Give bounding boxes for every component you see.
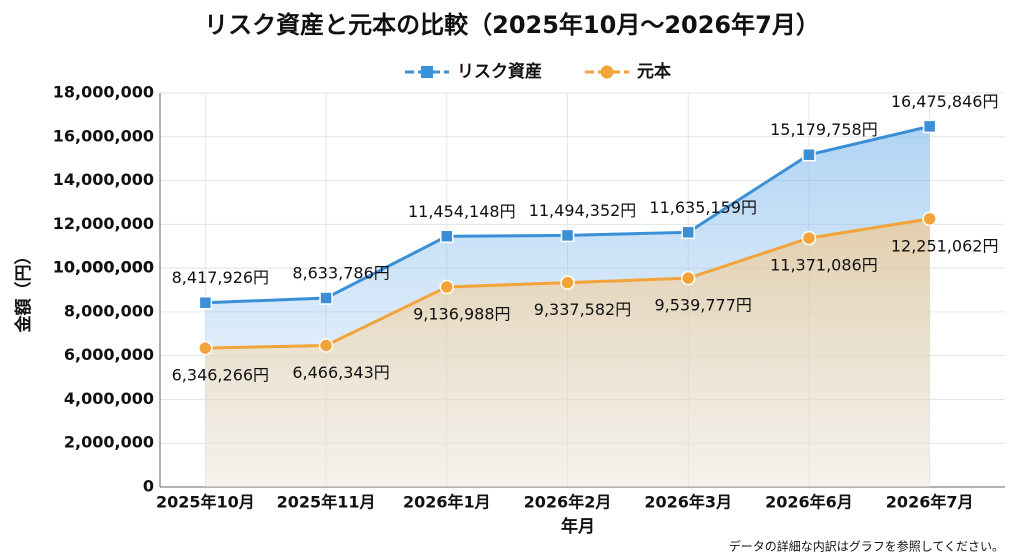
x-tick-label: 2025年10月 <box>156 493 255 512</box>
legend-label: 元本 <box>637 61 671 82</box>
data-label: 11,635,159円 <box>649 198 757 217</box>
legend-marker <box>600 65 614 79</box>
marker <box>198 340 213 356</box>
data-label: 12,251,062円 <box>891 236 999 255</box>
area <box>205 218 930 487</box>
marker <box>319 291 333 305</box>
marker <box>560 275 575 290</box>
data-label: 6,346,266円 <box>172 366 269 385</box>
legend-marker <box>421 66 433 78</box>
data-label: 11,454,148円 <box>408 202 516 221</box>
y-tick-label: 10,000,000 <box>53 258 154 277</box>
marker <box>802 147 816 162</box>
marker <box>440 229 454 244</box>
data-label: 8,633,786円 <box>292 264 389 283</box>
marker <box>680 270 696 286</box>
footnote: データの詳細な内訳はグラフを参照してください。 <box>729 539 1004 554</box>
legend-label: リスク資産 <box>457 61 542 82</box>
marker <box>801 230 817 246</box>
data-label: 11,371,086円 <box>770 256 878 275</box>
data-label: 16,475,846円 <box>891 92 999 111</box>
y-tick-label: 0 <box>143 477 154 496</box>
marker <box>198 295 213 310</box>
data-label: 15,179,758円 <box>770 120 878 139</box>
x-tick-label: 2026年7月 <box>886 493 974 512</box>
marker <box>922 211 937 227</box>
marker <box>922 119 937 134</box>
x-tick-label: 2025年11月 <box>277 493 376 512</box>
chart-title: リスク資産と元本の比較（2025年10月～2026年7月） <box>204 11 820 39</box>
x-tick-label: 2026年2月 <box>524 493 612 512</box>
y-tick-label: 10,000,000 <box>53 258 154 277</box>
y-tick-label: 12,000,000 <box>53 214 154 233</box>
y-axis-label: 金額（円） <box>13 248 34 334</box>
y-tick-label: 2,000,000 <box>64 433 154 452</box>
x-tick-label: 2026年1月 <box>403 493 491 512</box>
data-label: 6,466,343円 <box>292 363 389 382</box>
x-tick-label: 2026年3月 <box>644 493 732 512</box>
marker <box>681 225 695 240</box>
y-tick-label: 14,000,000 <box>53 170 154 189</box>
y-tick-label: 8,000,000 <box>64 301 154 320</box>
data-label: 9,539,777円 <box>654 296 751 315</box>
x-axis-label: 年月 <box>561 516 595 537</box>
data-label: 8,417,926円 <box>172 268 269 287</box>
y-tick-label: 18,000,000 <box>53 83 154 102</box>
y-tick-label: 16,000,000 <box>53 126 154 145</box>
marker <box>318 338 334 353</box>
marker <box>560 228 575 243</box>
data-label: 11,494,352円 <box>529 201 637 220</box>
data-label: 9,136,988円 <box>413 305 510 324</box>
y-tick-label: 4,000,000 <box>64 389 154 408</box>
data-label: 9,337,582円 <box>534 300 631 319</box>
x-tick-label: 2026年6月 <box>765 493 853 512</box>
marker <box>439 279 455 295</box>
y-tick-label: 6,000,000 <box>64 345 154 364</box>
